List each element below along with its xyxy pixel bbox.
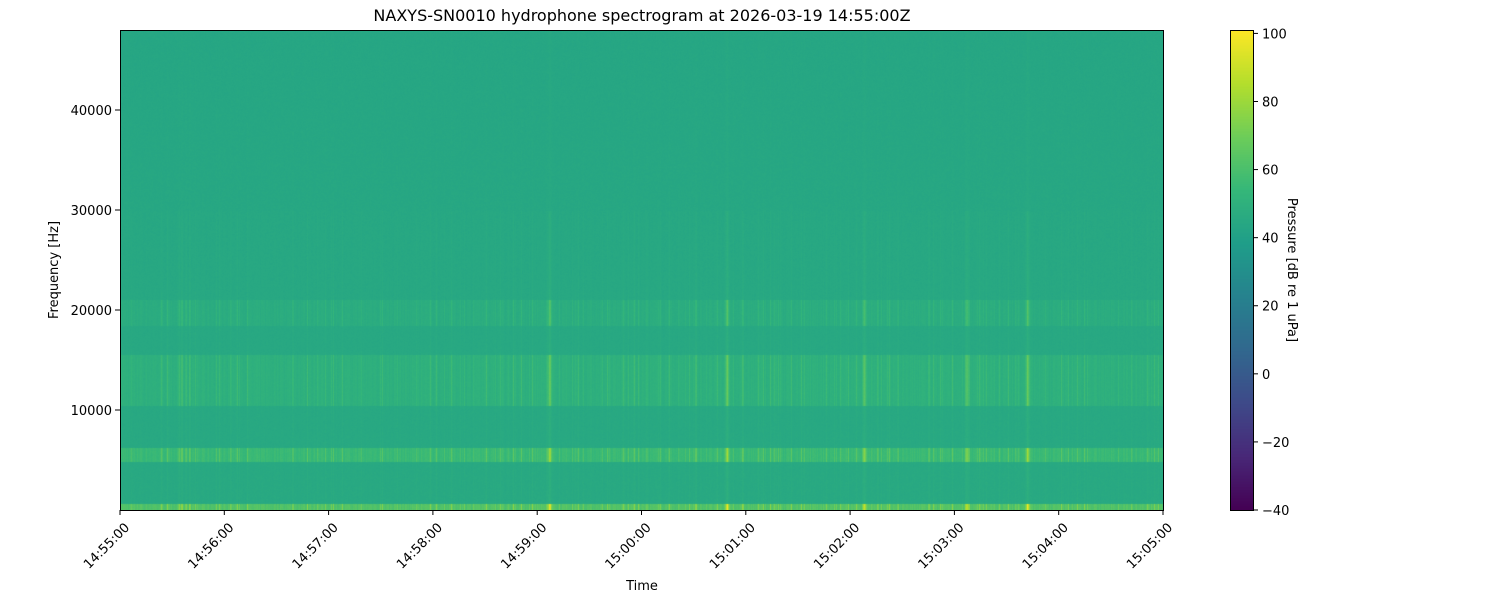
- x-tick-label: 14:58:00: [394, 520, 446, 572]
- colorbar-tick-label: −40: [1262, 504, 1289, 519]
- colorbar-tick-label: 60: [1262, 164, 1279, 179]
- spectrogram-heatmap: [120, 30, 1163, 510]
- colorbar-tick-label: 40: [1262, 232, 1279, 247]
- colorbar-tick-label: 0: [1262, 368, 1270, 383]
- x-axis-label: Time: [625, 579, 658, 594]
- chart-title: NAXYS-SN0010 hydrophone spectrogram at 2…: [373, 6, 910, 25]
- y-tick-label: 20000: [71, 304, 112, 319]
- x-tick-label: 15:03:00: [916, 520, 968, 572]
- colorbar-tick-label: 100: [1262, 27, 1287, 42]
- y-axis-label: Frequency [Hz]: [47, 221, 62, 319]
- x-tick-label: 14:56:00: [185, 520, 237, 572]
- y-tick-label: 10000: [71, 404, 112, 419]
- x-tick-label: 14:55:00: [81, 520, 133, 572]
- colorbar-gradient: [1230, 30, 1253, 510]
- colorbar-tick-label: 20: [1262, 300, 1279, 315]
- x-tick-label: 15:04:00: [1020, 520, 1072, 572]
- colorbar-label: Pressure [dB re 1 uPa]: [1284, 198, 1299, 342]
- x-tick-label: 15:02:00: [811, 520, 863, 572]
- x-tick-label: 14:59:00: [498, 520, 550, 572]
- y-tick-label: 30000: [71, 204, 112, 219]
- x-tick-label: 15:01:00: [707, 520, 759, 572]
- plot-frame: [120, 30, 1164, 511]
- colorbar-frame: [1230, 30, 1254, 511]
- colorbar-tick-label: 80: [1262, 95, 1279, 110]
- y-tick-label: 40000: [71, 104, 112, 119]
- x-tick-label: 14:57:00: [290, 520, 342, 572]
- x-tick-label: 15:05:00: [1124, 520, 1176, 572]
- x-tick-label: 15:00:00: [603, 520, 655, 572]
- colorbar-tick-label: −20: [1262, 436, 1289, 451]
